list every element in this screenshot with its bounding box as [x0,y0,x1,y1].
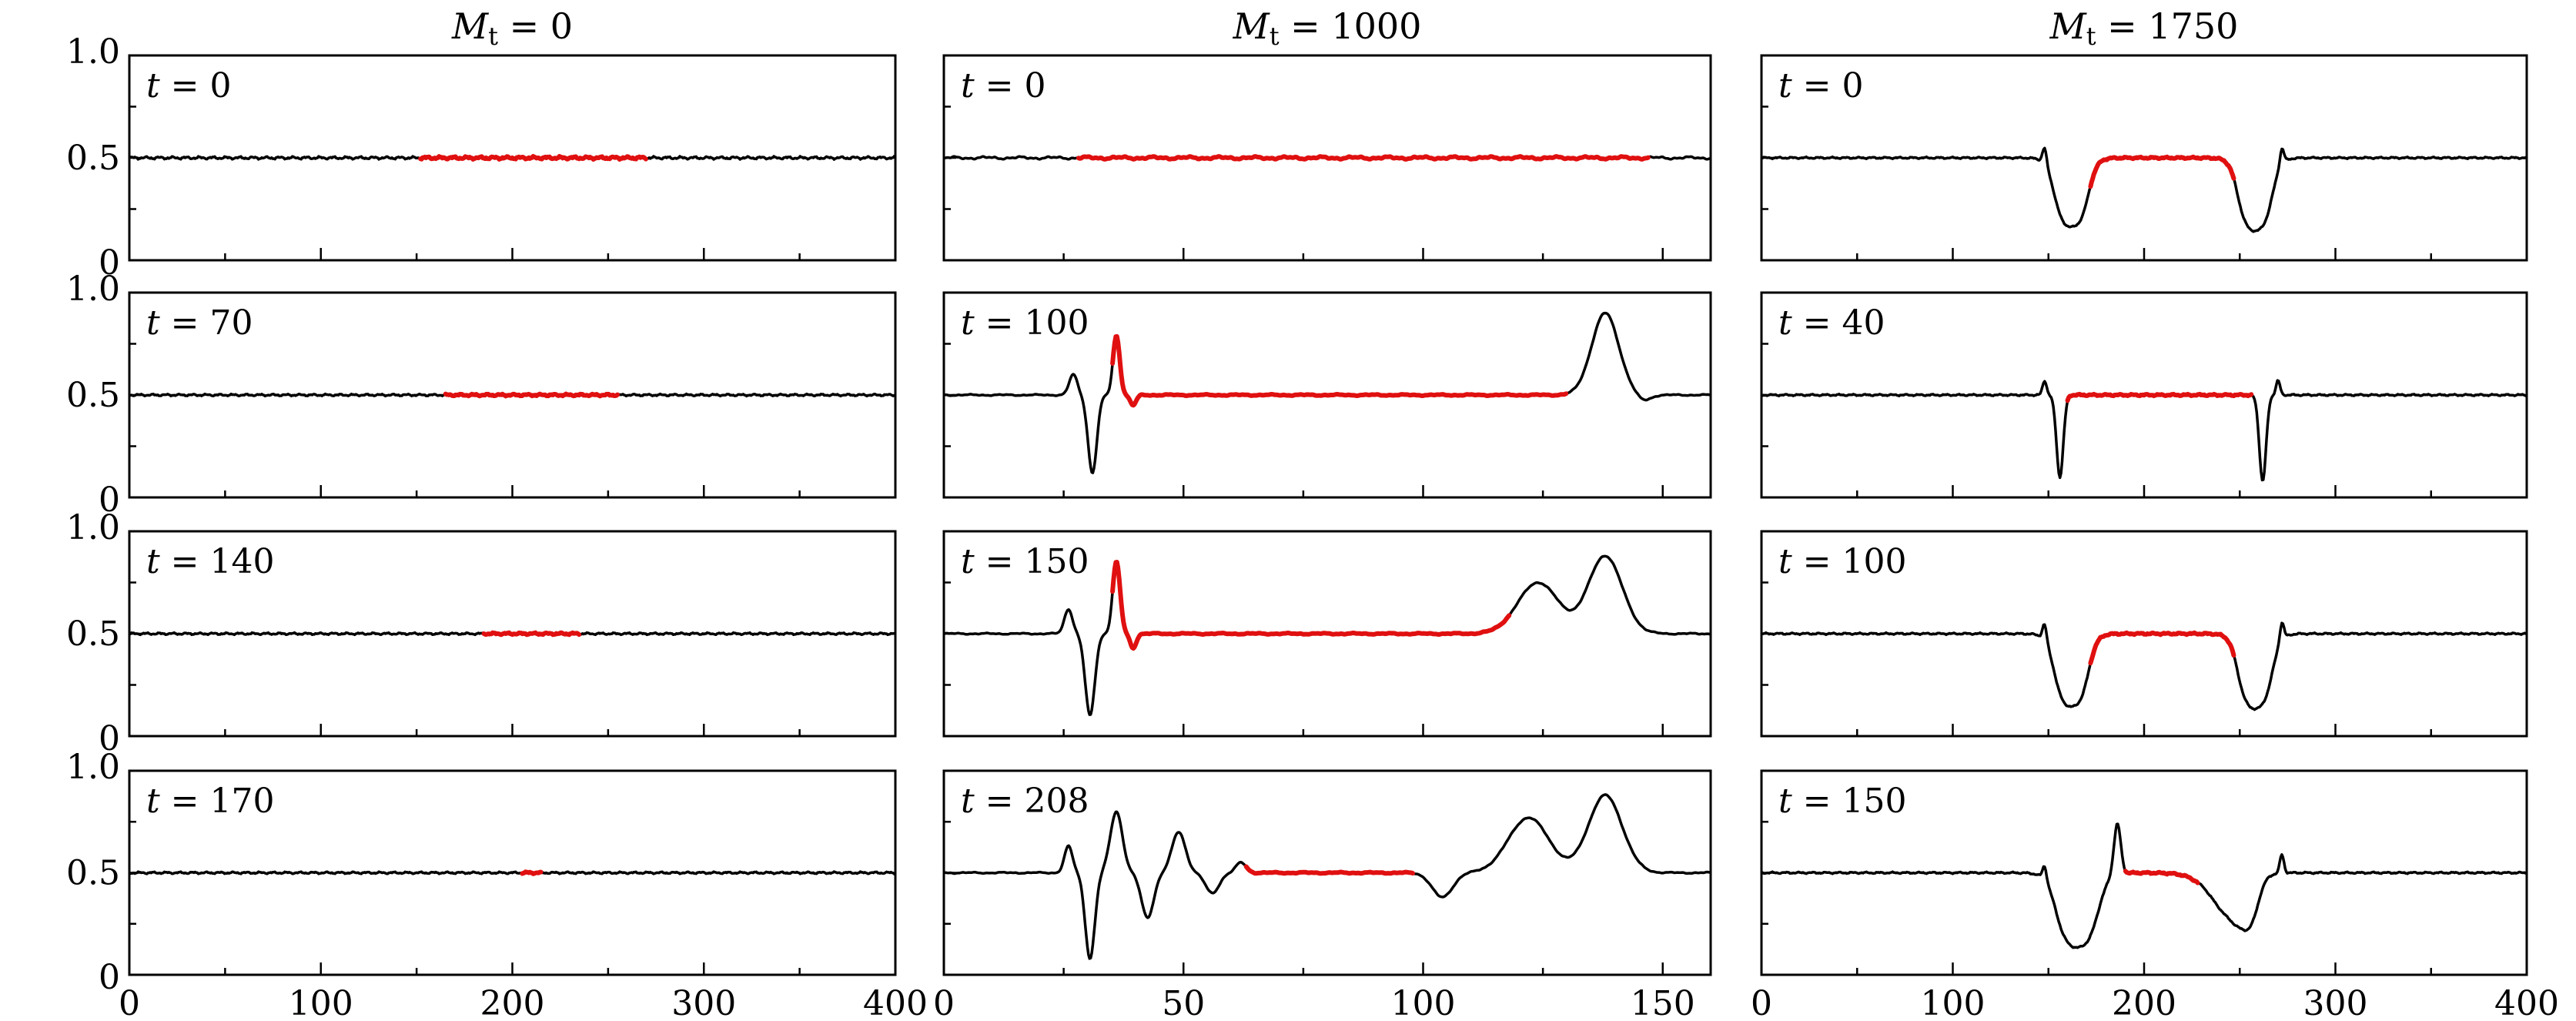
y-tick-label: 1.0 [66,508,120,547]
x-tick-label: 0 [933,984,955,1021]
highlight-segment [443,391,620,399]
time-label: t = 170 [146,782,275,821]
y-tick-label: 0 [99,719,120,758]
highlight-segment [1243,864,1415,876]
column-title-1: Mt = 1000 [1233,5,1422,51]
x-tick-label: 50 [1162,984,1205,1021]
series-line [128,870,896,875]
panel-r2-c0: 0 0.5 1.0 t = 140 [66,508,897,758]
x-tick-label: 100 [1391,984,1456,1021]
y-tick-label: 0.5 [66,854,120,893]
x-tick-label: 0 [119,984,140,1021]
x-tick-label: 400 [863,984,928,1021]
x-tick-label: 100 [289,984,353,1021]
highlight-segment [1110,334,1569,408]
y-tick-label: 1.0 [66,32,120,72]
time-label: t = 0 [1778,66,1864,105]
time-label: t = 100 [1778,542,1907,581]
time-label: t = 150 [1778,782,1907,821]
column-title-0: Mt = 0 [451,5,573,51]
column-title-2: Mt = 1750 [2049,5,2239,51]
x-tick-label: 300 [2303,984,2368,1021]
highlight-segment [520,869,544,876]
highlight-segment [2088,630,2236,666]
x-tick-label: 150 [1631,984,1695,1021]
highlight-segment [1076,154,1651,162]
time-label: t = 140 [146,542,275,581]
highlight-segment [2123,869,2200,885]
highlight-segment [481,630,582,638]
column-titles: Mt = 0 Mt = 1000 Mt = 1750 [451,5,2238,51]
time-label: t = 40 [1778,303,1885,343]
panel-r3-c0: 0 0.5 1.0 0 100 200 300 400 t = 170 [66,748,928,1021]
panel-r1-c0: 0 0.5 1.0 t = 70 [66,269,897,520]
time-label: t = 70 [146,303,253,343]
time-label: t = 208 [961,782,1089,821]
panel-r0-c2: t = 0 [1760,54,2528,262]
y-tick-label: 0.5 [66,376,120,415]
x-tick-label: 200 [2112,984,2176,1021]
highlight-segment [1110,560,1512,651]
panel-r3-c1: 0 50 100 150 t = 208 [933,769,1712,1021]
y-tick-label: 1.0 [66,269,120,309]
y-tick-label: 0 [99,243,120,283]
y-tick-label: 0.5 [66,139,120,178]
panel-r2-c2: t = 100 [1760,530,2528,738]
x-tick-label: 0 [1751,984,1772,1021]
y-tick-label: 0 [99,480,120,520]
y-tick-label: 0.5 [66,614,120,654]
x-tick-label: 100 [1921,984,1986,1021]
panel-r3-c2: 0 100 200 300 400 t = 150 [1751,769,2559,1021]
y-tick-label: 0 [99,958,120,997]
series-line [1761,822,2527,949]
panel-r0-c0: 0 0.5 1.0 t = 0 [66,32,897,283]
panel-r0-c1: t = 0 [942,54,1712,262]
panel-r1-c2: t = 40 [1760,291,2528,499]
x-tick-label: 200 [480,984,545,1021]
panel-r1-c1: t = 100 [942,291,1712,499]
y-tick-label: 1.0 [66,748,120,787]
highlight-segment [418,154,648,162]
time-label: t = 100 [961,303,1089,343]
highlight-segment [2088,154,2236,189]
x-tick-label: 400 [2494,984,2559,1021]
x-tick-label: 300 [671,984,736,1021]
time-label: t = 0 [146,66,232,105]
panel-r2-c1: t = 150 [942,530,1712,738]
highlight-segment [2065,391,2254,403]
time-label: t = 150 [961,542,1089,581]
time-label: t = 0 [961,66,1046,105]
